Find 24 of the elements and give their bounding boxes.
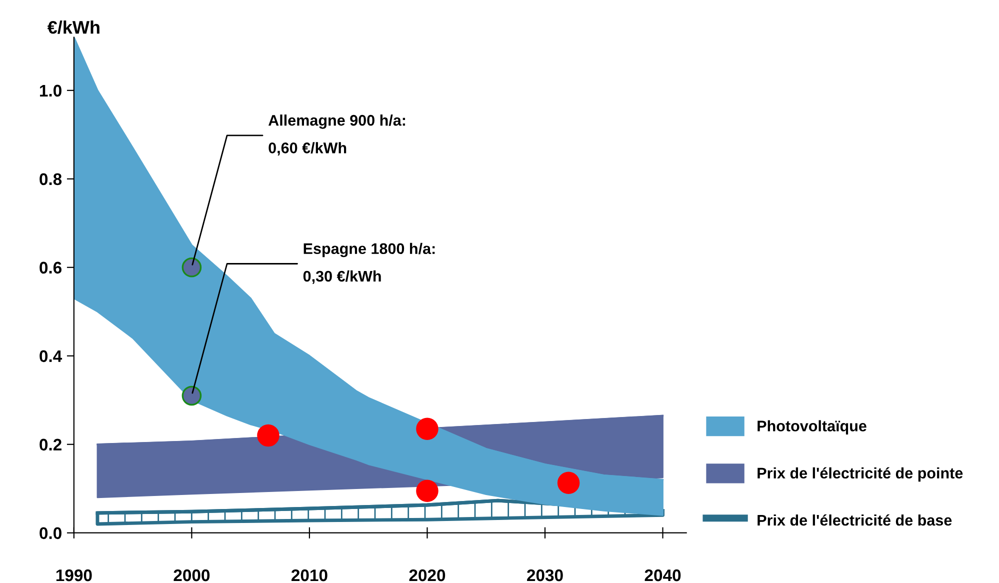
x-tick-label: 2010 xyxy=(292,569,328,582)
point xyxy=(182,386,202,406)
y-axis-title: €/kWh xyxy=(47,20,100,34)
y-tick-label: 0.8 xyxy=(40,173,62,186)
y-tick-label: 0.6 xyxy=(40,262,62,274)
x-tick-label: 1990 xyxy=(56,569,92,582)
y-tick-label: 0.2 xyxy=(40,438,62,451)
y-tick-label: 0.0 xyxy=(40,527,62,540)
y-tick-label: 1.0 xyxy=(40,84,62,97)
x-tick-label: 2000 xyxy=(174,569,210,582)
point xyxy=(416,480,438,502)
y-tick-label: 0.4 xyxy=(40,350,62,362)
x-tick-label: 2040 xyxy=(644,569,681,582)
annotation: Allemagne 900 h/a: 0,60 €/kWh xyxy=(268,114,406,156)
legend-label: Prix de l'électricité de base xyxy=(758,514,952,526)
x-tick-label: 2030 xyxy=(527,569,563,582)
point xyxy=(182,258,202,278)
annotation: Espagne 1800 h/a: 0,30 €/kWh xyxy=(303,242,435,284)
x-tick-label: 2020 xyxy=(409,569,446,582)
legend-label: Prix de l'électricité de pointe xyxy=(758,467,963,482)
point xyxy=(557,472,580,494)
point xyxy=(257,424,280,447)
point xyxy=(416,418,438,440)
legend-label: Photovoltaïque xyxy=(758,420,866,434)
